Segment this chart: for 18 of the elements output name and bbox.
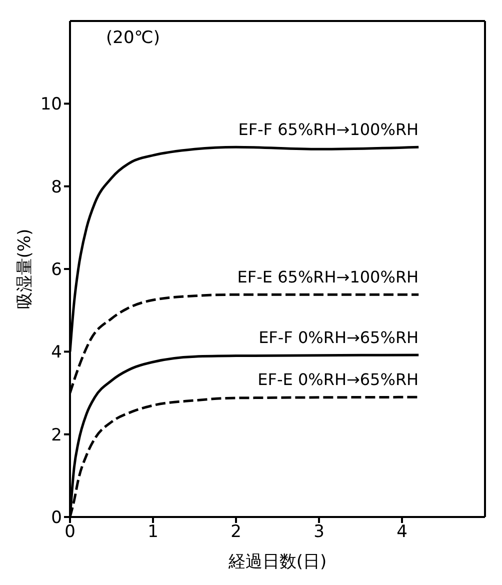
- y-axis-title: 吸湿量(%): [15, 228, 36, 310]
- annotation: (20℃): [106, 28, 160, 48]
- y-tick-label: 4: [51, 342, 62, 363]
- y-tick-label: 10: [40, 94, 62, 115]
- series-label: EF-F 65%RH→100%RH: [238, 120, 419, 140]
- y-tick-label: 8: [51, 177, 62, 198]
- series-label: EF-E 65%RH→100%RH: [237, 268, 419, 287]
- y-tick-label: 2: [51, 425, 62, 446]
- y-tick-label: 6: [51, 260, 62, 280]
- series-label: EF-E 0%RH→65%RH: [258, 370, 419, 390]
- x-tick-label: 1: [148, 522, 158, 542]
- x-tick-label: 4: [396, 522, 408, 542]
- x-tick-label: 2: [230, 522, 242, 542]
- x-tick-label: 3: [314, 522, 324, 542]
- x-axis-title: 経過日数(日): [227, 552, 327, 572]
- series-label: EF-F 0%RH→65%RH: [258, 328, 419, 347]
- y-tick-label: 0: [51, 508, 62, 528]
- x-tick-label: 0: [64, 522, 76, 542]
